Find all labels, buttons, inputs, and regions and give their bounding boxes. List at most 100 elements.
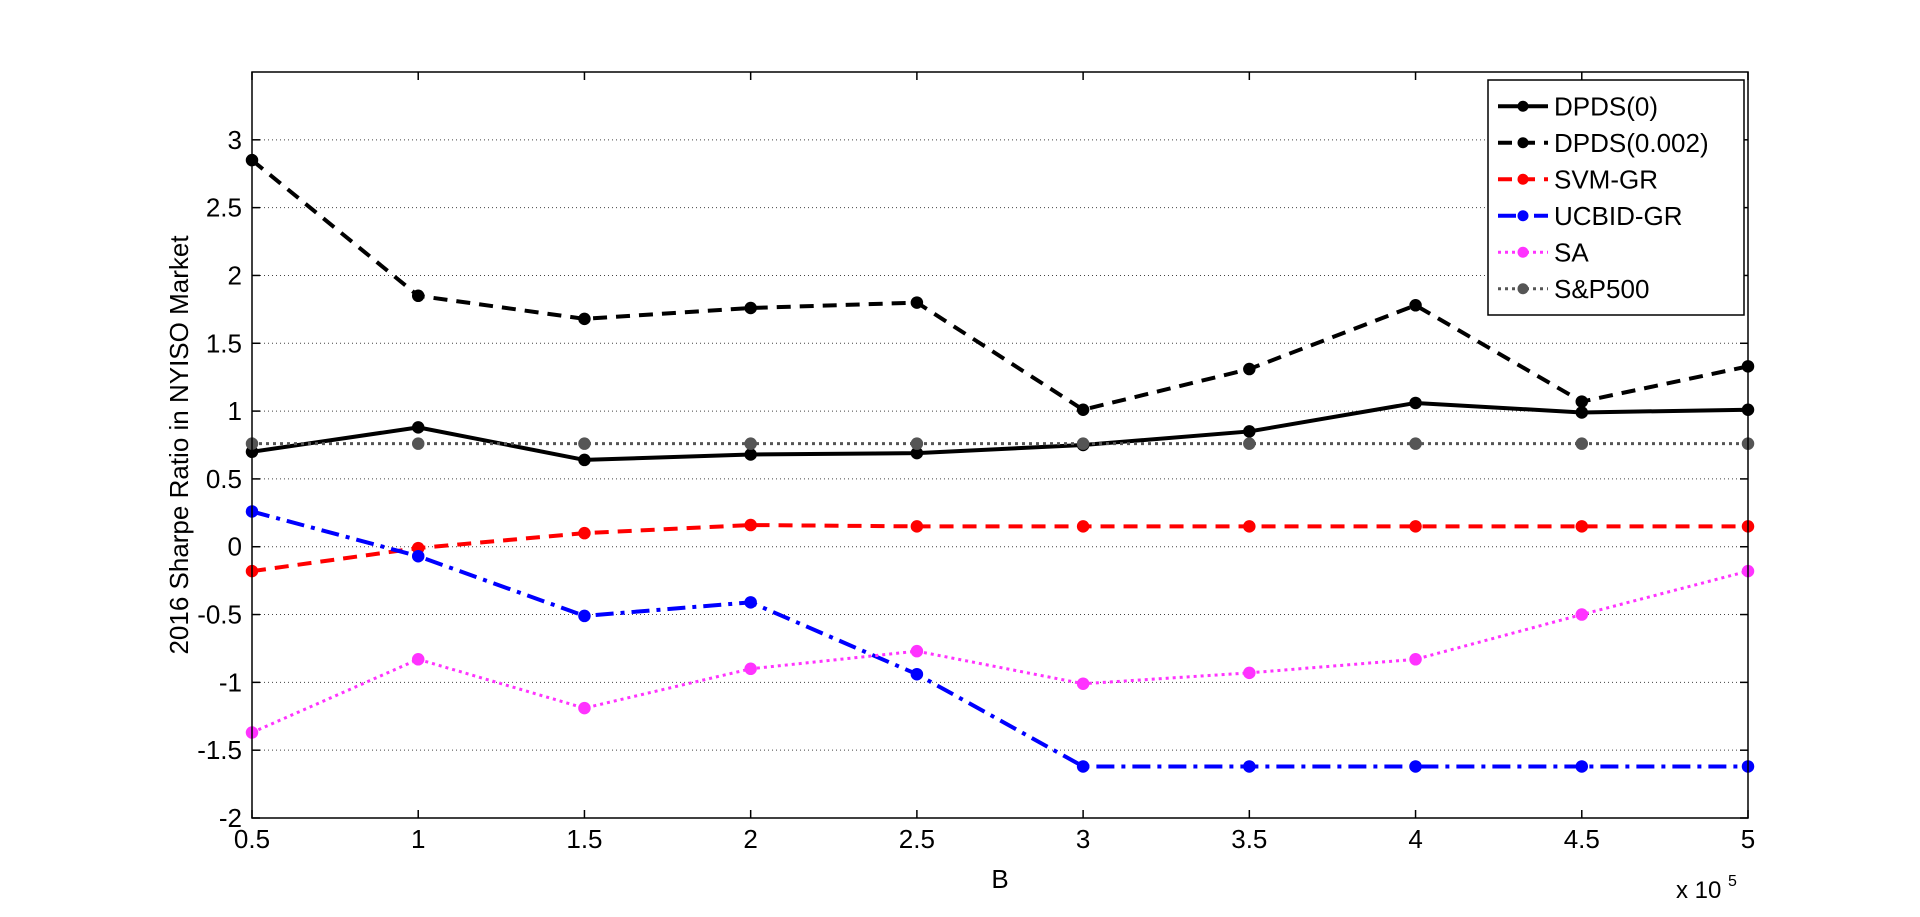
legend-box — [1487, 79, 1745, 316]
data-point — [1076, 403, 1090, 416]
series-dpds-0- — [245, 396, 1755, 467]
data-point — [1409, 520, 1422, 533]
legend-item: S&P500 — [1498, 274, 1649, 304]
x-tick-label: 5 — [1741, 824, 1755, 854]
series-line — [251, 569, 1749, 734]
data-point — [1076, 677, 1090, 690]
data-point — [578, 701, 591, 715]
x-tick-label: 2 — [743, 824, 757, 854]
legend-item: DPDS(0.002) — [1498, 128, 1709, 158]
x-axis-multiplier: x 10 5 — [1676, 873, 1737, 904]
legend-label: SA — [1554, 237, 1589, 267]
data-point — [578, 453, 591, 467]
data-point — [1409, 760, 1422, 773]
legend-label: DPDS(0) — [1554, 91, 1658, 121]
data-point — [578, 609, 591, 623]
series-sa — [245, 564, 1755, 739]
y-axis-label: 2016 Sharpe Ratio in NYISO Market — [164, 235, 194, 655]
data-point — [1575, 406, 1589, 419]
data-point — [910, 667, 924, 681]
series-s-p500 — [245, 437, 1755, 450]
legend-item: SA — [1498, 237, 1589, 267]
data-point — [744, 662, 757, 676]
data-point — [411, 549, 425, 563]
data-point — [910, 644, 924, 658]
x-tick-label: 1 — [411, 824, 425, 854]
legend-swatch-marker — [1517, 137, 1529, 149]
plot-frame — [251, 71, 1749, 819]
legend: DPDS(0) DPDS(0.002) SVM-GR UCBID-GR SA S&P500 — [1487, 79, 1745, 316]
y-tick-label: -2 — [219, 803, 242, 833]
data-point — [1409, 437, 1422, 450]
legend-swatch-marker — [1517, 173, 1529, 185]
data-point — [1076, 437, 1090, 450]
y-tick-label: -0.5 — [197, 600, 242, 630]
x-tick-label: 1.5 — [566, 824, 602, 854]
legend-item: SVM-GR — [1498, 164, 1658, 194]
y-tick-label: 3 — [228, 125, 242, 155]
data-point — [910, 520, 924, 533]
axis-ticks: -2 -1.5 -1 -0.5 0 0.5 1 1.5 2 2.5 3 0.5 1 1.5 2 2.5 3 3.5… — [197, 72, 1755, 854]
series-line — [251, 509, 1748, 769]
x-tick-label: 2.5 — [899, 824, 935, 854]
y-tick-label: 2.5 — [206, 193, 242, 223]
series-line — [250, 158, 1749, 412]
data-point — [1409, 396, 1422, 410]
data-point — [1243, 437, 1256, 450]
data-point — [744, 448, 757, 461]
series-svm-gr — [245, 518, 1755, 578]
data-point — [744, 596, 757, 609]
x-axis-multiplier-base: x 10 — [1676, 877, 1721, 904]
legend-swatch-marker — [1517, 283, 1529, 295]
legend-label: UCBID-GR — [1554, 201, 1683, 231]
x-tick-label: 0.5 — [234, 824, 270, 854]
data-point — [411, 421, 425, 434]
data-point — [1243, 520, 1256, 533]
y-tick-label: 1 — [228, 396, 242, 426]
data-point — [1575, 395, 1589, 408]
data-point — [1076, 760, 1090, 773]
y-tick-label: 1.5 — [206, 328, 242, 358]
data-point — [1575, 608, 1589, 621]
data-point — [1575, 437, 1589, 450]
x-tick-label: 4.5 — [1564, 824, 1600, 854]
data-point — [744, 518, 757, 532]
legend-item: DPDS(0) — [1498, 91, 1658, 121]
y-tick-label: -1.5 — [197, 735, 242, 765]
data-point — [1409, 653, 1422, 666]
series-ucbid-gr — [245, 505, 1755, 773]
legend-swatch-marker — [1517, 210, 1529, 222]
data-point — [910, 437, 924, 450]
y-tick-label: 2 — [228, 260, 242, 290]
data-point — [1575, 520, 1589, 533]
data-point — [910, 296, 924, 309]
series-line — [251, 400, 1749, 462]
y-tick-label: 0 — [228, 532, 242, 562]
legend-swatch-marker — [1517, 246, 1529, 258]
data-point — [1243, 425, 1256, 438]
data-point — [1575, 760, 1589, 773]
x-axis-multiplier-exponent: 5 — [1728, 873, 1737, 890]
data-point — [411, 437, 425, 450]
x-axis-label: B — [991, 864, 1008, 894]
data-point — [578, 437, 591, 450]
data-point — [578, 526, 591, 540]
data-point — [744, 301, 757, 315]
y-tick-label: 0.5 — [206, 464, 242, 494]
x-tick-label: 4 — [1408, 824, 1422, 854]
legend-label: DPDS(0.002) — [1554, 128, 1709, 158]
data-point — [411, 289, 425, 303]
data-point — [1243, 362, 1256, 376]
data-point — [744, 437, 757, 450]
data-point — [1243, 666, 1256, 680]
legend-swatch-marker — [1517, 100, 1529, 112]
data-point — [411, 653, 425, 666]
grid-lines — [252, 139, 1748, 751]
legend-label: SVM-GR — [1554, 164, 1658, 194]
data-point — [1243, 760, 1256, 773]
x-tick-label: 3.5 — [1231, 824, 1267, 854]
series-line — [251, 523, 1748, 574]
data-point — [578, 312, 591, 326]
legend-item: UCBID-GR — [1498, 201, 1683, 231]
